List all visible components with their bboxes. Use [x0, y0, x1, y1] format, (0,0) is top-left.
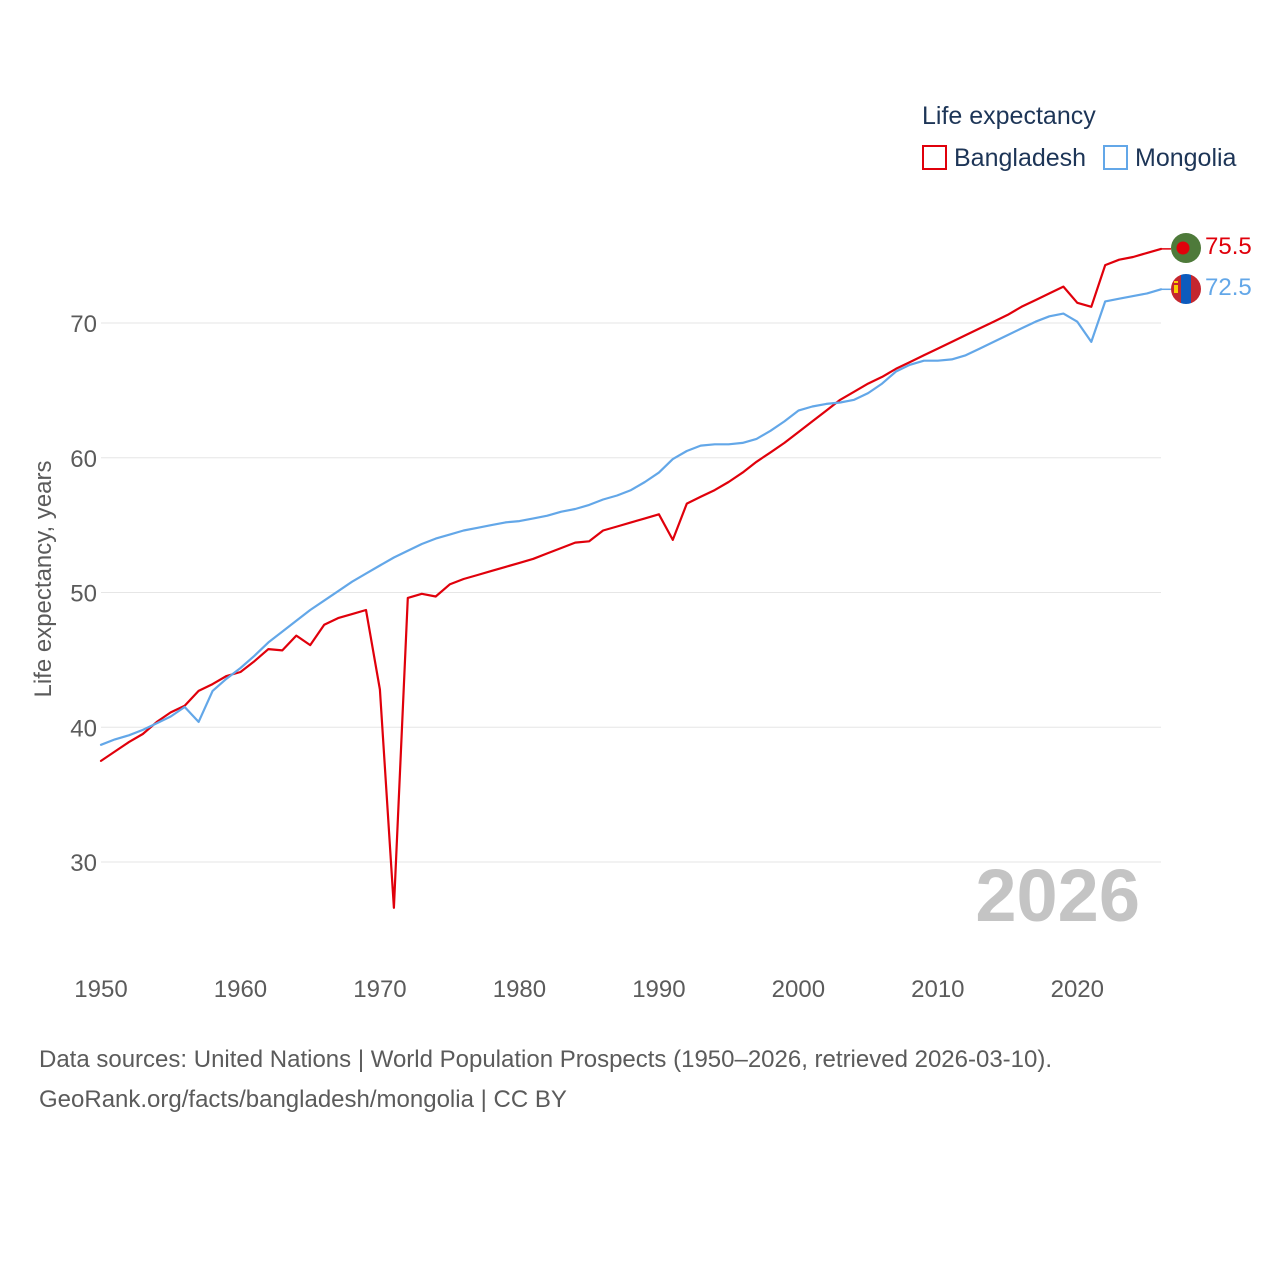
legend-label-mongolia[interactable]: Mongolia [1135, 144, 1237, 172]
y-tick-label: 40 [70, 715, 97, 742]
life-expectancy-chart: 30 40 50 60 70 1950 1960 1970 1980 1990 2000 2010 2… [30, 102, 1252, 1003]
y-tick-label: 60 [70, 446, 97, 473]
legend-swatch-bangladesh[interactable] [922, 145, 947, 170]
mongolia-flag-icon [1171, 274, 1201, 304]
gridlines [101, 322, 1161, 863]
y-tick-label: 30 [70, 850, 97, 877]
source-line-1: Data sources: United Nations | World Pop… [39, 1046, 1053, 1073]
x-axis-ticks: 1950 1960 1970 1980 1990 2000 2010 2020 [74, 976, 1104, 1003]
y-tick-label: 50 [70, 581, 97, 608]
legend-label-bangladesh[interactable]: Bangladesh [954, 144, 1086, 172]
y-axis-ticks: 30 40 50 60 70 [70, 311, 97, 877]
series-line-bangladesh[interactable] [99, 247, 1163, 909]
legend-swatch-mongolia[interactable] [1103, 145, 1128, 170]
series-line-mongolia[interactable] [99, 288, 1163, 746]
legend: Life expectancy Bangladesh Mongolia [922, 102, 1237, 172]
x-tick-label: 1970 [353, 976, 406, 1003]
series-lines [99, 247, 1171, 909]
x-tick-label: 2020 [1051, 976, 1104, 1003]
legend-title: Life expectancy [922, 102, 1096, 130]
x-tick-label: 1990 [632, 976, 685, 1003]
x-tick-label: 2010 [911, 976, 964, 1003]
x-tick-label: 1950 [74, 976, 127, 1003]
y-axis-label: Life expectancy, years [30, 460, 57, 697]
end-label-bangladesh: 75.5 [1205, 233, 1252, 260]
end-label-mongolia: 72.5 [1205, 274, 1252, 301]
year-watermark: 2026 [975, 854, 1140, 937]
x-tick-label: 1960 [214, 976, 267, 1003]
bangladesh-flag-icon [1171, 233, 1201, 263]
x-tick-label: 1980 [493, 976, 546, 1003]
y-tick-label: 70 [70, 311, 97, 338]
source-line-2: GeoRank.org/facts/bangladesh/mongolia | … [39, 1086, 567, 1113]
x-tick-label: 2000 [772, 976, 825, 1003]
